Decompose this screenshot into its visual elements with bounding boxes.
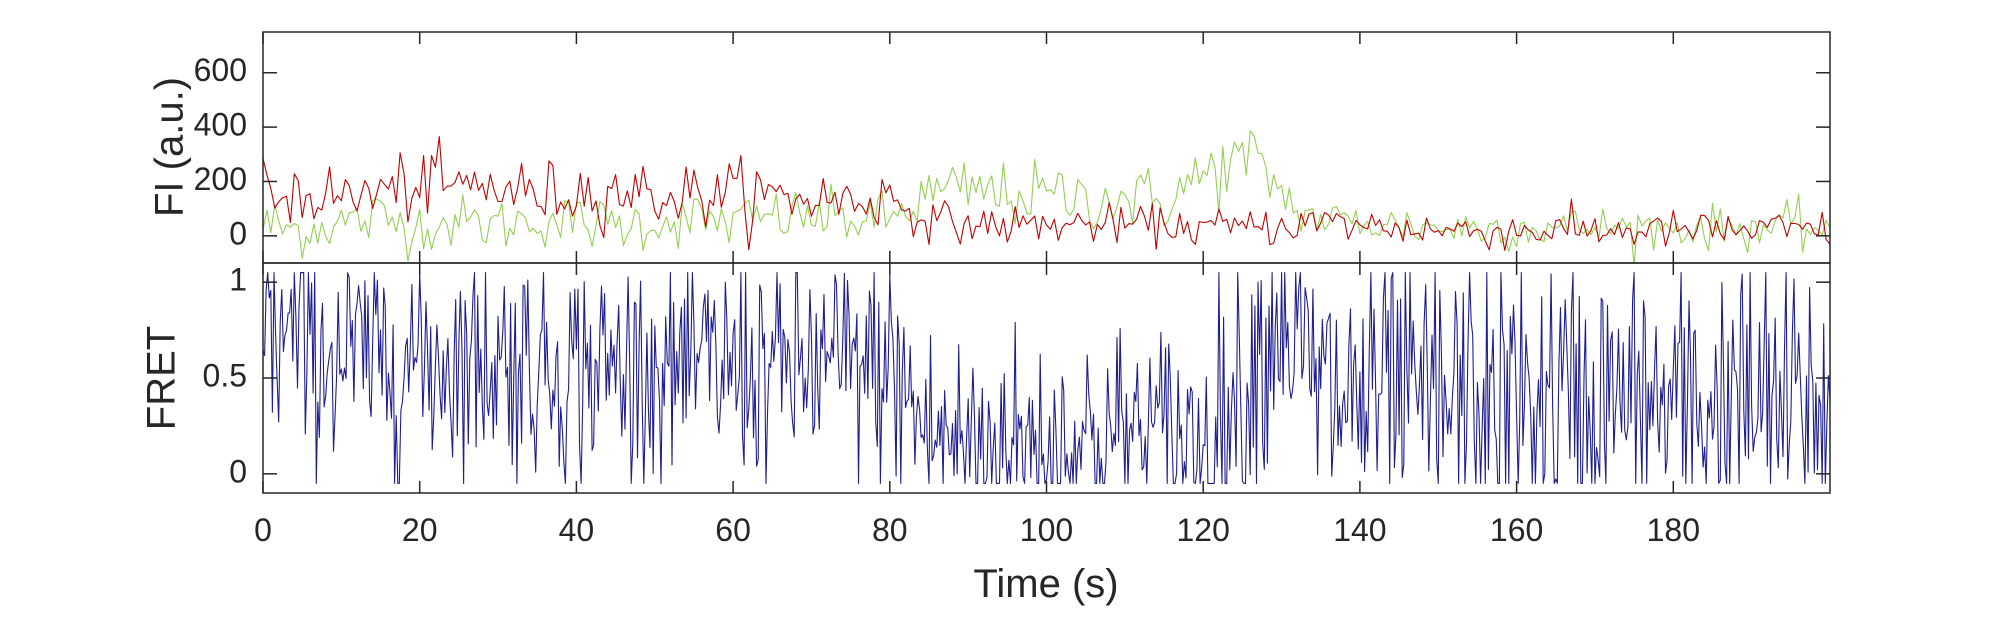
intensity-ytick-label: 400 [194,107,247,143]
fret-ytick-label: 0 [229,453,247,489]
intensity-y-ticks: 0 200 400 600 [194,52,1830,251]
time-x-ticks: 0 20 40 60 80 100 120 140 160 180 [254,32,1700,548]
time-x-axis-label: Time (s) [973,562,1118,606]
time-xtick-label: 140 [1333,512,1386,548]
intensity-ytick-label: 200 [194,161,247,197]
fret-ytick-label: 0.5 [203,357,247,393]
bot-traces-series-0 [263,272,1830,484]
intensity-ytick-label: 0 [229,215,247,251]
fret-panel: 00.51 0 20 40 60 80 100 120 140 160 180 FRET Time… [140,32,1831,606]
intensity-ytick-label: 600 [194,52,247,88]
intensity-y-axis-label: FI (a.u.) [148,77,192,217]
time-xtick-label: 160 [1490,512,1543,548]
fret-y-axis-label: FRET [140,326,184,430]
time-xtick-label: 80 [872,512,908,548]
fret-ytick-label: 1 [229,262,247,298]
time-xtick-label: 40 [559,512,595,548]
intensity-traces [263,130,1830,263]
fret-traces [263,272,1830,484]
intensity-panel: 0 200 400 600 FI (a.u.) [148,31,1831,264]
time-xtick-label: 100 [1020,512,1073,548]
time-xtick-label: 120 [1177,512,1230,548]
time-xtick-label: 0 [254,512,272,548]
time-xtick-label: 20 [402,512,438,548]
fret-y-ticks: 00.51 [203,262,1830,489]
time-xtick-label: 180 [1647,512,1700,548]
time-xtick-label: 60 [715,512,751,548]
top-traces-series-1 [263,135,1830,251]
